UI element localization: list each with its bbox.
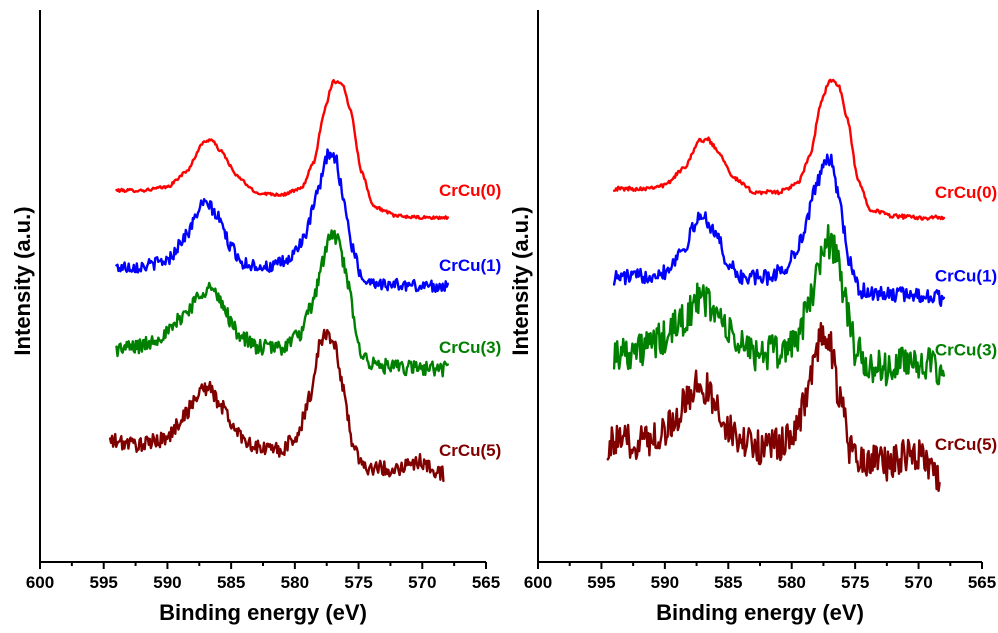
x-tick-label: 590 xyxy=(651,573,679,592)
x-tick-label: 585 xyxy=(217,573,245,592)
x-tick-label: 580 xyxy=(281,573,309,592)
series-label: CrCu(3) xyxy=(439,338,501,357)
x-tick-label: 600 xyxy=(524,573,552,592)
x-axis-title: Binding energy (eV) xyxy=(656,600,864,625)
series-label: CrCu(1) xyxy=(439,256,501,275)
x-tick-label: 570 xyxy=(408,573,436,592)
series-label: CrCu(5) xyxy=(439,441,501,460)
x-tick-label: 565 xyxy=(472,573,500,592)
series-line-CrCu(5) xyxy=(108,328,445,483)
right-panel: 600 595 590 585 580 575 570 565 Binding energy (… xyxy=(508,10,997,625)
x-tick-label: 570 xyxy=(904,573,932,592)
series-label: CrCu(1) xyxy=(935,266,997,285)
series-line-CrCu(0) xyxy=(612,78,946,221)
series-line-CrCu(3) xyxy=(612,224,946,387)
x-tick-label: 575 xyxy=(841,573,869,592)
x-axis-title: Binding energy (eV) xyxy=(159,600,367,625)
y-axis-title: Intensity (a.u.) xyxy=(508,206,533,355)
x-tick-label: 600 xyxy=(26,573,54,592)
series-line-CrCu(1) xyxy=(115,148,449,293)
series-line-CrCu(3) xyxy=(115,229,449,378)
series-line-CrCu(0) xyxy=(115,79,449,221)
x-tick-label: 580 xyxy=(778,573,806,592)
x-tick-label: 590 xyxy=(153,573,181,592)
x-tick-label: 565 xyxy=(968,573,996,592)
series-line-CrCu(5) xyxy=(606,321,941,492)
x-tick-label: 575 xyxy=(344,573,372,592)
series-label: CrCu(0) xyxy=(439,181,501,200)
series-label: CrCu(3) xyxy=(935,341,997,360)
x-tick-label: 585 xyxy=(714,573,742,592)
series-label: CrCu(5) xyxy=(935,435,997,454)
series-line-CrCu(1) xyxy=(612,153,946,307)
y-axis-title: Intensity (a.u.) xyxy=(10,206,35,355)
left-panel: 600 595 590 585 580 575 570 565 Binding energy (… xyxy=(10,10,501,625)
series-label: CrCu(0) xyxy=(935,183,997,202)
x-tick-label: 595 xyxy=(587,573,615,592)
x-tick-label: 595 xyxy=(90,573,118,592)
